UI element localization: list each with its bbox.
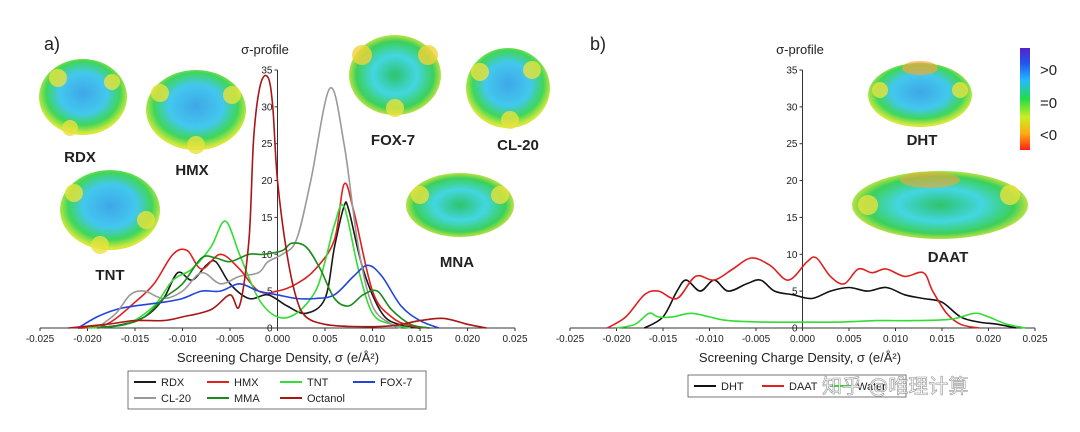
panel-a-x-tick-label: 0.015 [407, 334, 432, 345]
molecule-label-daat: DAAT [928, 249, 969, 266]
panel-b-y-tick-label: 25 [786, 139, 798, 150]
panel-a-label: a) [44, 34, 60, 54]
molecule-daat-image [852, 171, 1028, 239]
colorbar: >0 =0 <0 [1020, 48, 1057, 150]
watermark: 知乎 @唯理计算 [822, 374, 968, 398]
panel-b: b) σ-profile DHT DAAT >0 =0 <0 -0.025 -0.… [556, 34, 1057, 398]
panel-b-y-tick-label: 30 [786, 102, 798, 113]
panel-a-x-tick-label: -0.025 [26, 334, 55, 345]
panel-b-xlabel: Screening Charge Density, σ (e/Å²) [699, 350, 901, 365]
panel-b-x-tick-label: 0.005 [836, 334, 861, 345]
panel-a-x-tick-label: 0.020 [455, 334, 480, 345]
panel-b-x-tick-label: 0.000 [790, 334, 815, 345]
panel-b-legend-label: DHT [721, 381, 744, 393]
molecule-label-tnt: TNT [95, 267, 124, 284]
molecule-label-rdx: RDX [64, 149, 96, 166]
panel-a-legend-label: MMA [234, 393, 260, 405]
molecule-hmx-image [146, 70, 246, 154]
panel-a-x-tick-label: 0.025 [502, 334, 527, 345]
panel-b-label: b) [590, 34, 606, 54]
panel-b-y-tick-label: 35 [786, 66, 798, 77]
panel-a-xlabel: Screening Charge Density, σ (e/Å²) [177, 350, 379, 365]
panel-a-legend-label: Octanol [307, 393, 345, 405]
panel-a: a) σ-profile [26, 34, 550, 410]
panel-a-legend-label: FOX-7 [380, 377, 412, 389]
colorbar-label-negative: <0 [1040, 127, 1057, 144]
panel-a-y-tick-label: 20 [261, 176, 273, 187]
panel-b-x-tick-label: 0.025 [1022, 334, 1047, 345]
panel-b-x-tick-label: -0.010 [695, 334, 724, 345]
panel-a-y-tick-label: 30 [261, 102, 273, 113]
panel-a-x-tick-label: 0.005 [312, 334, 337, 345]
panel-a-x-tick-label: -0.010 [168, 334, 197, 345]
panel-b-plot: -0.025 -0.020 -0.015 -0.010 -0.005 0.000 0.005… [556, 66, 1048, 346]
panel-b-x-tick-label: 0.015 [929, 334, 954, 345]
panel-b-y-tick-label: 5 [792, 287, 798, 298]
molecule-dht-image [868, 61, 972, 127]
panel-b-x-tick-label: 0.020 [976, 334, 1001, 345]
panel-a-x-tick-label: -0.005 [216, 334, 245, 345]
colorbar-label-zero: =0 [1040, 95, 1057, 112]
panel-b-legend-label: DAAT [789, 381, 818, 393]
panel-a-legend-label: TNT [307, 377, 329, 389]
panel-b-series-daat [606, 256, 980, 329]
panel-b-x-tick-label: -0.020 [602, 334, 631, 345]
molecule-label-fox7: FOX-7 [371, 132, 415, 149]
panel-a-x-tick-label: 0.000 [265, 334, 290, 345]
panel-a-plot: -0.025 -0.020 -0.015 -0.010 -0.005 0.000 0.005… [26, 66, 528, 346]
panel-b-y-tick-label: 20 [786, 176, 798, 187]
molecule-label-cl20: CL-20 [497, 137, 539, 154]
molecule-tnt-image [60, 170, 160, 254]
molecule-cl20-image [466, 48, 550, 129]
panel-a-y-tick-label: 25 [261, 139, 273, 150]
panel-a-series-cl20 [96, 87, 402, 329]
panel-a-y-tick-label: 0 [267, 324, 273, 335]
panel-b-y-tick-label: 10 [786, 250, 798, 261]
panel-b-x-tick-label: -0.005 [742, 334, 771, 345]
panel-b-x-tick-label: 0.010 [883, 334, 908, 345]
panel-a-x-tick-label: 0.010 [360, 334, 385, 345]
panel-b-x-tick-label: -0.025 [556, 334, 585, 345]
panel-a-y-tick-label: 15 [261, 213, 273, 224]
molecule-label-hmx: HMX [175, 162, 208, 179]
panel-a-legend-label: RDX [161, 377, 185, 389]
panel-a-legend-label: HMX [234, 377, 259, 389]
panel-a-series-rdx [77, 201, 421, 329]
molecule-label-mna: MNA [440, 254, 474, 271]
panel-b-series-dht [643, 279, 1017, 329]
panel-a-y-tick-label: 10 [261, 250, 273, 261]
panel-b-legend: DHT DAAT Water [687, 374, 907, 398]
panel-b-title: σ-profile [776, 42, 824, 57]
panel-a-y-tick-label: 35 [261, 66, 273, 77]
molecule-fox7-image [349, 35, 441, 117]
panel-a-title: σ-profile [241, 42, 289, 57]
panel-a-x-tick-label: -0.015 [121, 334, 150, 345]
panel-a-series-fox7 [77, 264, 440, 329]
panel-a-series-tnt [87, 203, 411, 329]
molecule-mna-image [406, 173, 514, 237]
panel-a-series-hmx [77, 182, 430, 329]
molecule-rdx-image [39, 59, 127, 136]
panel-b-legend-label: Water [857, 381, 886, 393]
panel-a-x-tick-label: -0.020 [73, 334, 102, 345]
colorbar-label-positive: >0 [1040, 62, 1057, 79]
panel-b-x-tick-label: -0.015 [649, 334, 678, 345]
panel-b-y-tick-label: 15 [786, 213, 798, 224]
panel-a-series-octanol [68, 74, 487, 329]
panel-a-series-mma [96, 242, 430, 329]
panel-b-y-tick-label: 0 [792, 324, 798, 335]
panel-b-series-water [616, 312, 1026, 329]
panel-a-legend: RDX HMX TNT FOX-7 CL-20 MMA Octanol [127, 370, 427, 410]
panel-a-legend-label: CL-20 [161, 393, 191, 405]
molecule-label-dht: DHT [907, 132, 938, 149]
